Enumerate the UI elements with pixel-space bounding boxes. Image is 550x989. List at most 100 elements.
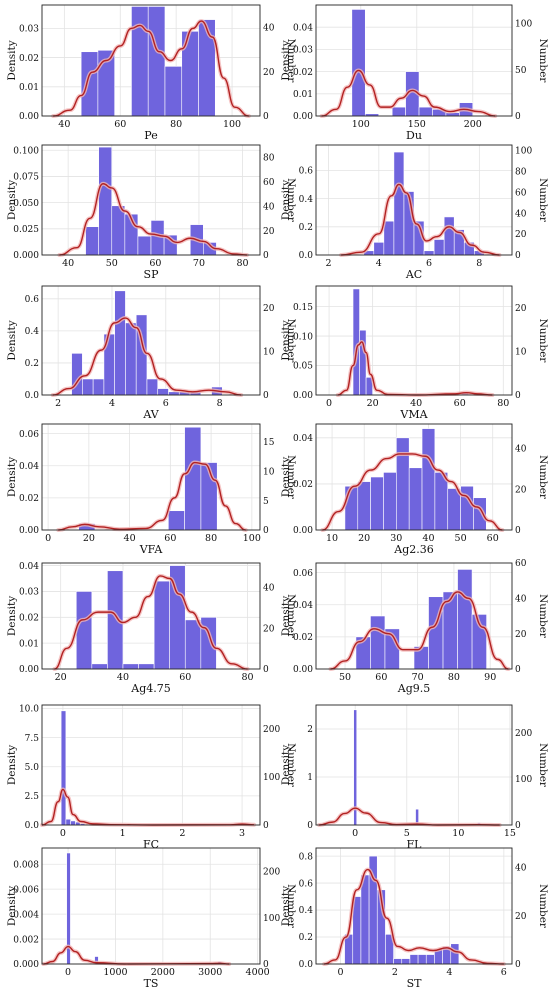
histogram-bar: [423, 250, 435, 256]
x-tick-label: 20: [367, 398, 379, 409]
x-axis-label: AC: [405, 268, 422, 281]
y-tick-label: 0.00: [19, 112, 39, 122]
right-tick-label: 10: [263, 348, 275, 358]
x-tick-label: 8: [476, 258, 482, 269]
y-tick-label: 0.02: [293, 480, 313, 490]
x-tick-label: 150: [408, 119, 426, 130]
y-tick-label: 0.04: [293, 434, 313, 444]
x-tick-label: 2: [326, 258, 332, 269]
histogram-bar: [383, 472, 397, 531]
x-tick-label: 60: [375, 672, 387, 683]
y-tick-label: 1: [307, 773, 313, 783]
histogram-bar: [360, 874, 370, 965]
histogram-bar: [393, 151, 405, 256]
y-tick-label: 0.000: [13, 251, 39, 261]
histogram-bar: [111, 205, 126, 256]
kde-curve: [52, 317, 242, 396]
y-tick-label: 0.04: [19, 462, 39, 472]
histogram-bar: [417, 954, 427, 965]
right-axis-label: Number: [537, 39, 549, 84]
histogram-bar: [60, 710, 67, 826]
y-tick-label: 0.00: [293, 665, 313, 675]
histogram-bar: [168, 391, 180, 396]
x-tick-label: 0: [65, 967, 71, 978]
x-tick-label: 0: [60, 828, 66, 839]
x-tick-label: 40: [422, 533, 434, 544]
plot-frame: [41, 847, 261, 965]
histogram-bar: [396, 437, 410, 531]
histogram-bar: [157, 388, 169, 396]
kde-curve: [321, 69, 496, 117]
right-axis-label: Number: [537, 178, 549, 223]
right-tick-label: 10: [515, 348, 527, 358]
y-tick-label: 0.00: [293, 112, 313, 122]
y-tick-label: 0.02: [293, 68, 313, 78]
y-tick-label: 0.0: [299, 251, 314, 261]
right-tick-label: 0: [263, 821, 269, 831]
kde-curve: [324, 868, 504, 965]
left-axis-label: Density: [6, 596, 18, 636]
right-axis-label: Number: [537, 319, 549, 364]
right-tick-label: 40: [515, 595, 527, 605]
right-axis-label: Number: [285, 455, 297, 500]
histogram-bar: [425, 954, 435, 965]
plot-frame: [315, 423, 513, 531]
plot-frame: [41, 144, 261, 256]
y-tick-label: 0.03: [293, 46, 313, 56]
y-tick-label: 0.01: [293, 90, 313, 100]
x-tick-label: 2000: [151, 967, 175, 978]
plot-frame: [315, 704, 513, 826]
histogram-bar: [460, 485, 474, 531]
x-axis-label: AV: [142, 408, 159, 421]
histogram-panel-SP: 40 50 60 70 80 SP 0.000 0.025 0.050 0.075 0.100 Den…: [6, 144, 297, 281]
right-tick-label: 100: [515, 775, 532, 785]
y-tick-label: 0.15: [293, 303, 313, 313]
histogram-bar: [359, 329, 367, 396]
plot-frame: [315, 4, 513, 117]
x-axis-label: FC: [143, 838, 159, 851]
right-tick-label: 10: [263, 467, 275, 477]
y-tick-label: 0.04: [19, 562, 39, 572]
x-tick-label: 4: [376, 258, 382, 269]
x-tick-label: 40: [58, 119, 70, 130]
y-tick-label: 0.6: [299, 879, 314, 889]
y-tick-label: 0.02: [19, 54, 39, 64]
histogram-panel-VFA: 0 20 40 60 80 100 VFA 0.00 0.02 0.04 0.06 Density 0 5…: [6, 423, 297, 556]
right-tick-label: 20: [515, 630, 527, 640]
kde-curve: [41, 788, 255, 826]
y-tick-label: 0.01: [19, 639, 39, 649]
histogram-bar: [450, 943, 460, 965]
histogram-bar: [383, 220, 395, 256]
y-tick-label: 0.006: [13, 885, 39, 895]
y-tick-label: 0.01: [19, 83, 39, 93]
histogram-bar: [443, 216, 455, 256]
x-axis-label: Pe: [144, 129, 157, 142]
left-axis-label: Density: [280, 320, 292, 360]
right-tick-label: 0: [515, 391, 521, 401]
histogram-panel-Ag2-36: 10 20 30 40 50 60 Ag2.36 0.00 0.02 0.04 Density 0 20…: [280, 423, 549, 556]
y-tick-label: 0.2: [299, 933, 313, 943]
x-tick-label: 80: [241, 672, 253, 683]
right-axis-label: Number: [285, 884, 297, 929]
y-tick-label: 0.06: [293, 569, 313, 579]
right-tick-label: 80: [263, 153, 275, 163]
right-tick-label: 0: [515, 821, 521, 831]
x-tick-label: 60: [114, 119, 126, 130]
kde-curve: [43, 945, 230, 965]
x-tick-label: 8: [217, 398, 223, 409]
right-tick-label: 15: [263, 438, 275, 448]
y-tick-label: 0.00: [293, 526, 313, 536]
right-tick-label: 0: [263, 960, 269, 970]
x-axis-label: FL: [407, 838, 423, 851]
histogram-bar: [184, 619, 202, 670]
histogram-bar: [131, 6, 149, 117]
plot-frame: [315, 285, 513, 396]
x-tick-label: 2: [392, 967, 398, 978]
x-tick-label: 1: [120, 828, 126, 839]
right-tick-label: 50: [515, 66, 527, 76]
x-tick-label: 50: [455, 533, 467, 544]
kde-curve: [341, 183, 500, 256]
x-tick-label: 60: [164, 533, 176, 544]
right-tick-label: 40: [263, 202, 275, 212]
